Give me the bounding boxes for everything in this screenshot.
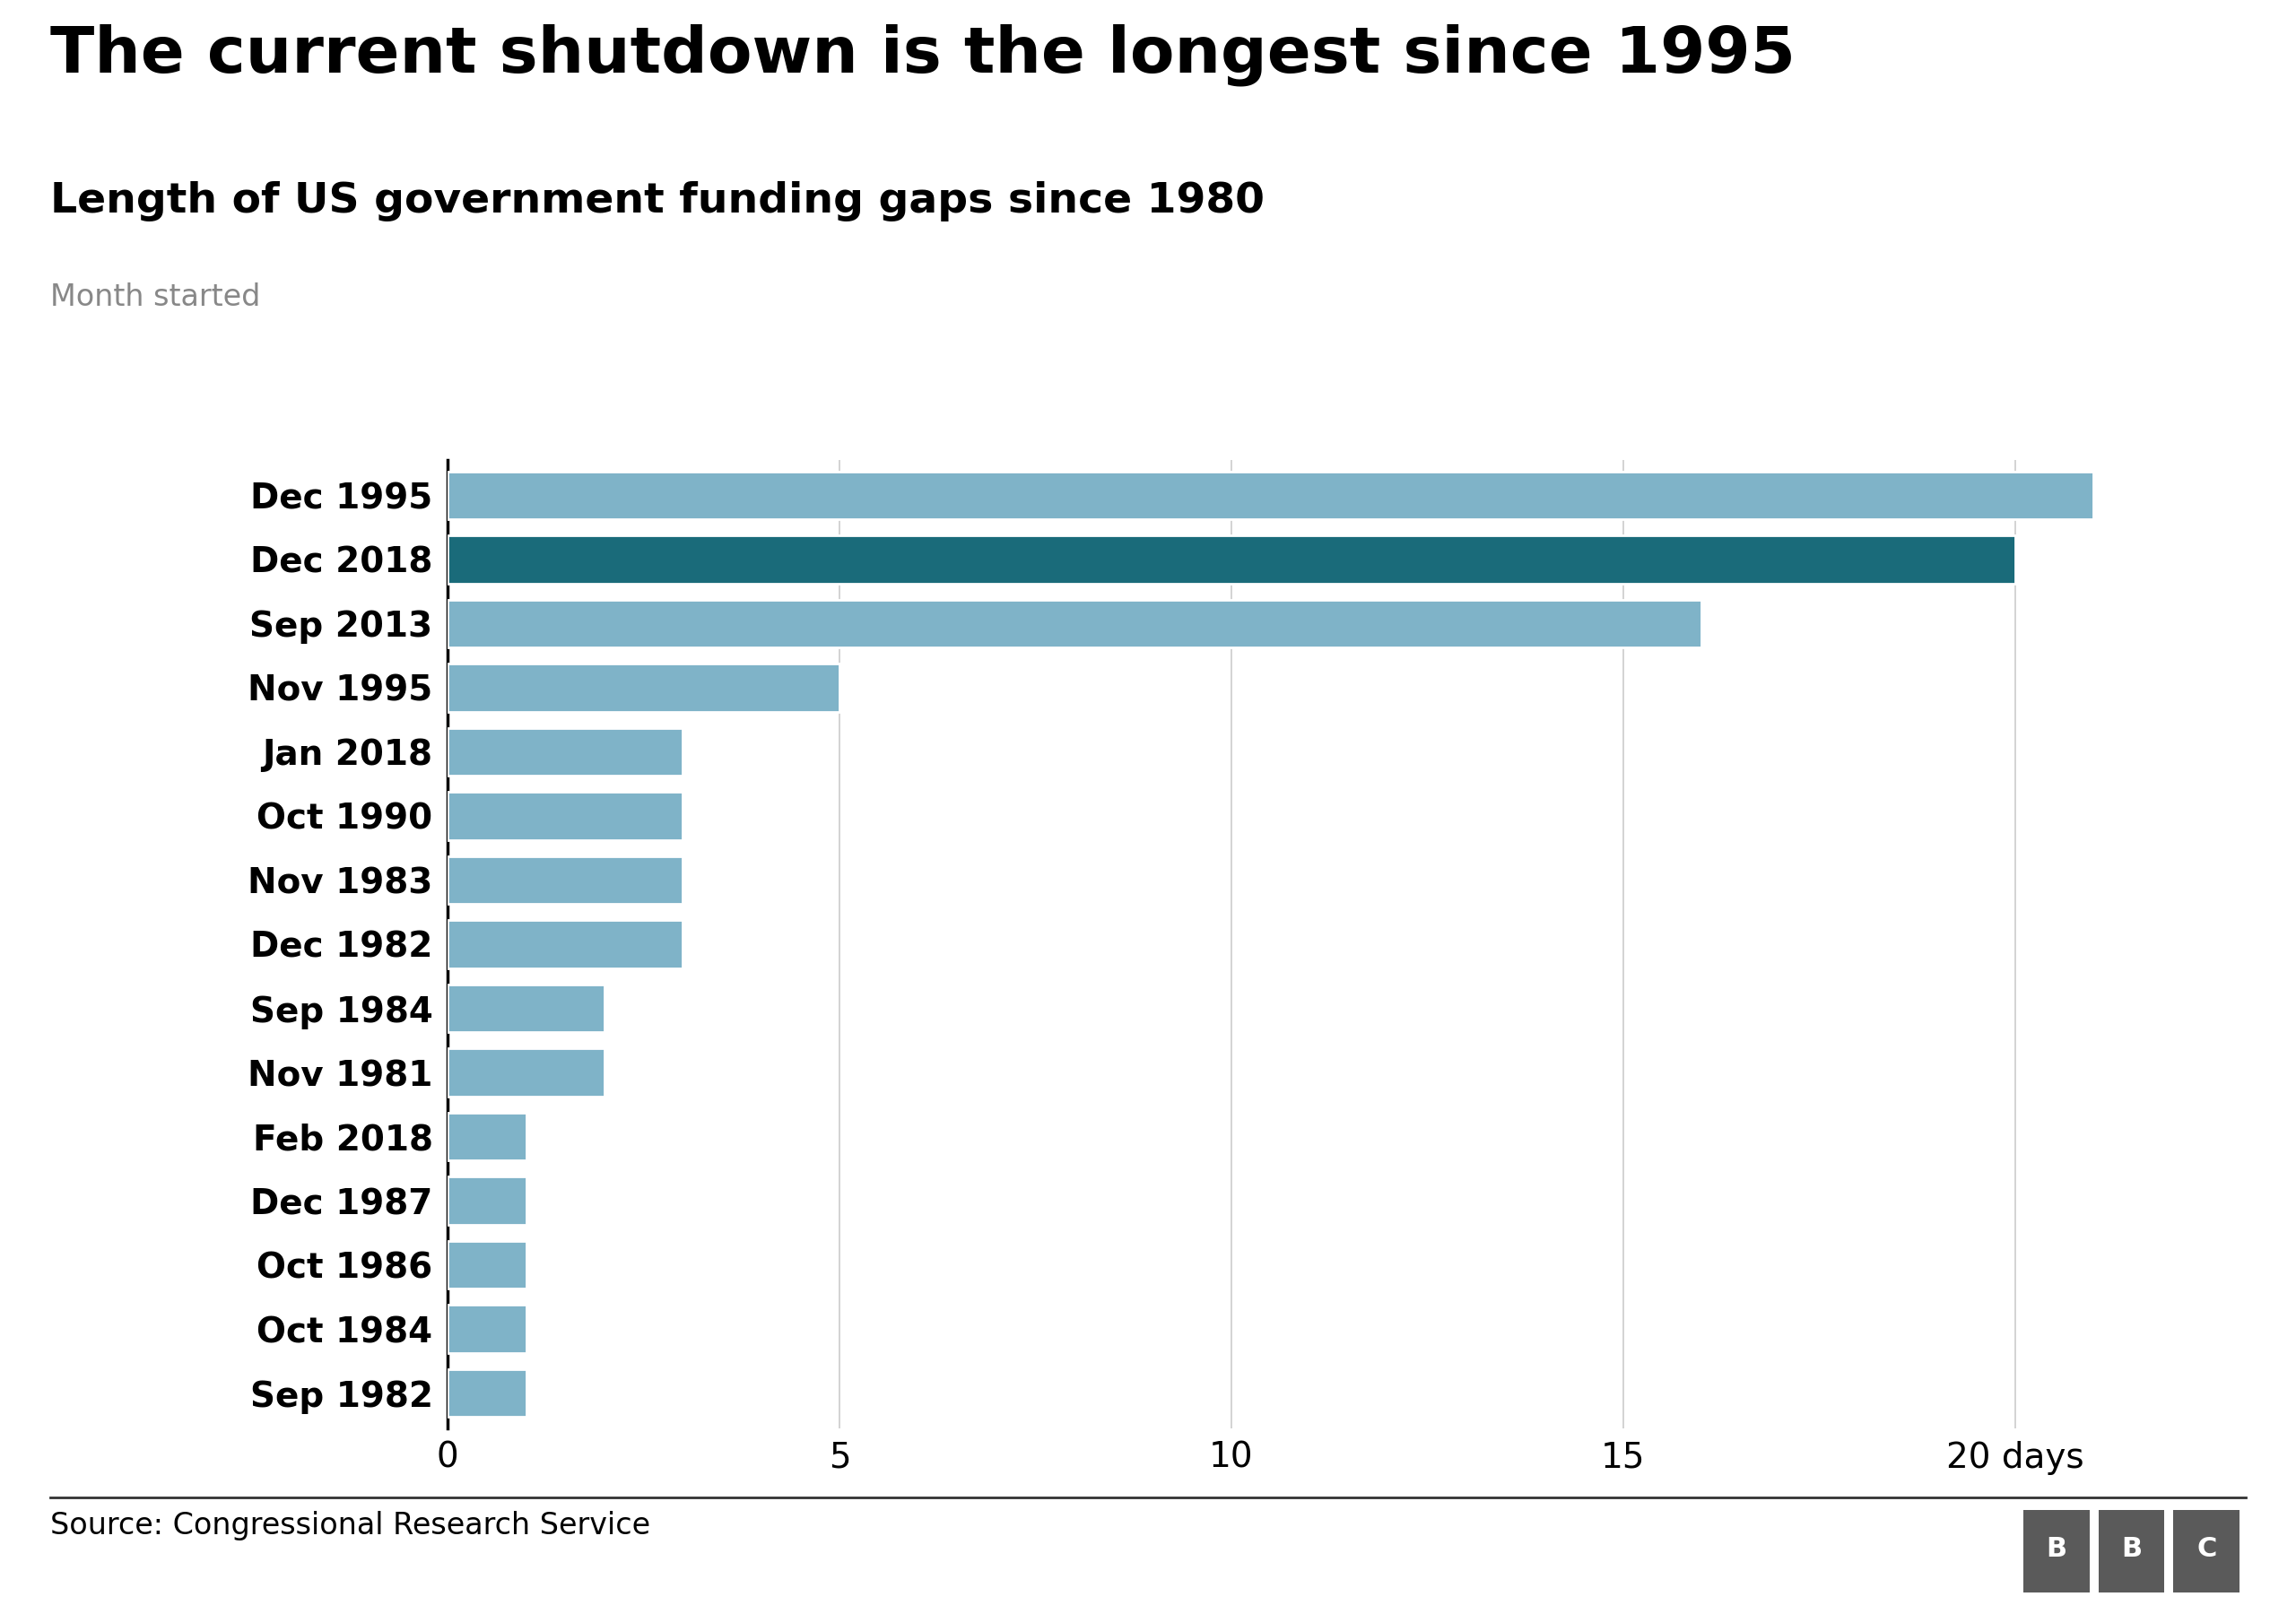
Bar bbox=[448, 1369, 526, 1417]
Text: Source: Congressional Research Service: Source: Congressional Research Service bbox=[51, 1511, 650, 1540]
Text: The current shutdown is the longest since 1995: The current shutdown is the longest sinc… bbox=[51, 24, 1795, 87]
Text: Length of US government funding gaps since 1980: Length of US government funding gaps sin… bbox=[51, 181, 1265, 221]
Bar bbox=[448, 536, 2016, 583]
FancyBboxPatch shape bbox=[2023, 1509, 2089, 1593]
FancyBboxPatch shape bbox=[2174, 1509, 2239, 1593]
Bar bbox=[448, 792, 682, 839]
Bar bbox=[448, 1241, 526, 1290]
Bar bbox=[448, 920, 682, 968]
Bar bbox=[448, 1112, 526, 1160]
Bar bbox=[448, 728, 682, 776]
Text: B: B bbox=[2046, 1537, 2066, 1562]
Bar bbox=[448, 985, 604, 1033]
Bar bbox=[448, 1049, 604, 1096]
Bar bbox=[448, 855, 682, 904]
Text: C: C bbox=[2197, 1537, 2216, 1562]
Text: Month started: Month started bbox=[51, 282, 262, 312]
Bar bbox=[448, 1306, 526, 1353]
Bar bbox=[448, 599, 1701, 647]
Bar bbox=[448, 663, 840, 712]
FancyBboxPatch shape bbox=[2099, 1509, 2165, 1593]
Bar bbox=[448, 471, 2094, 520]
Bar bbox=[448, 1177, 526, 1225]
Text: B: B bbox=[2122, 1537, 2142, 1562]
